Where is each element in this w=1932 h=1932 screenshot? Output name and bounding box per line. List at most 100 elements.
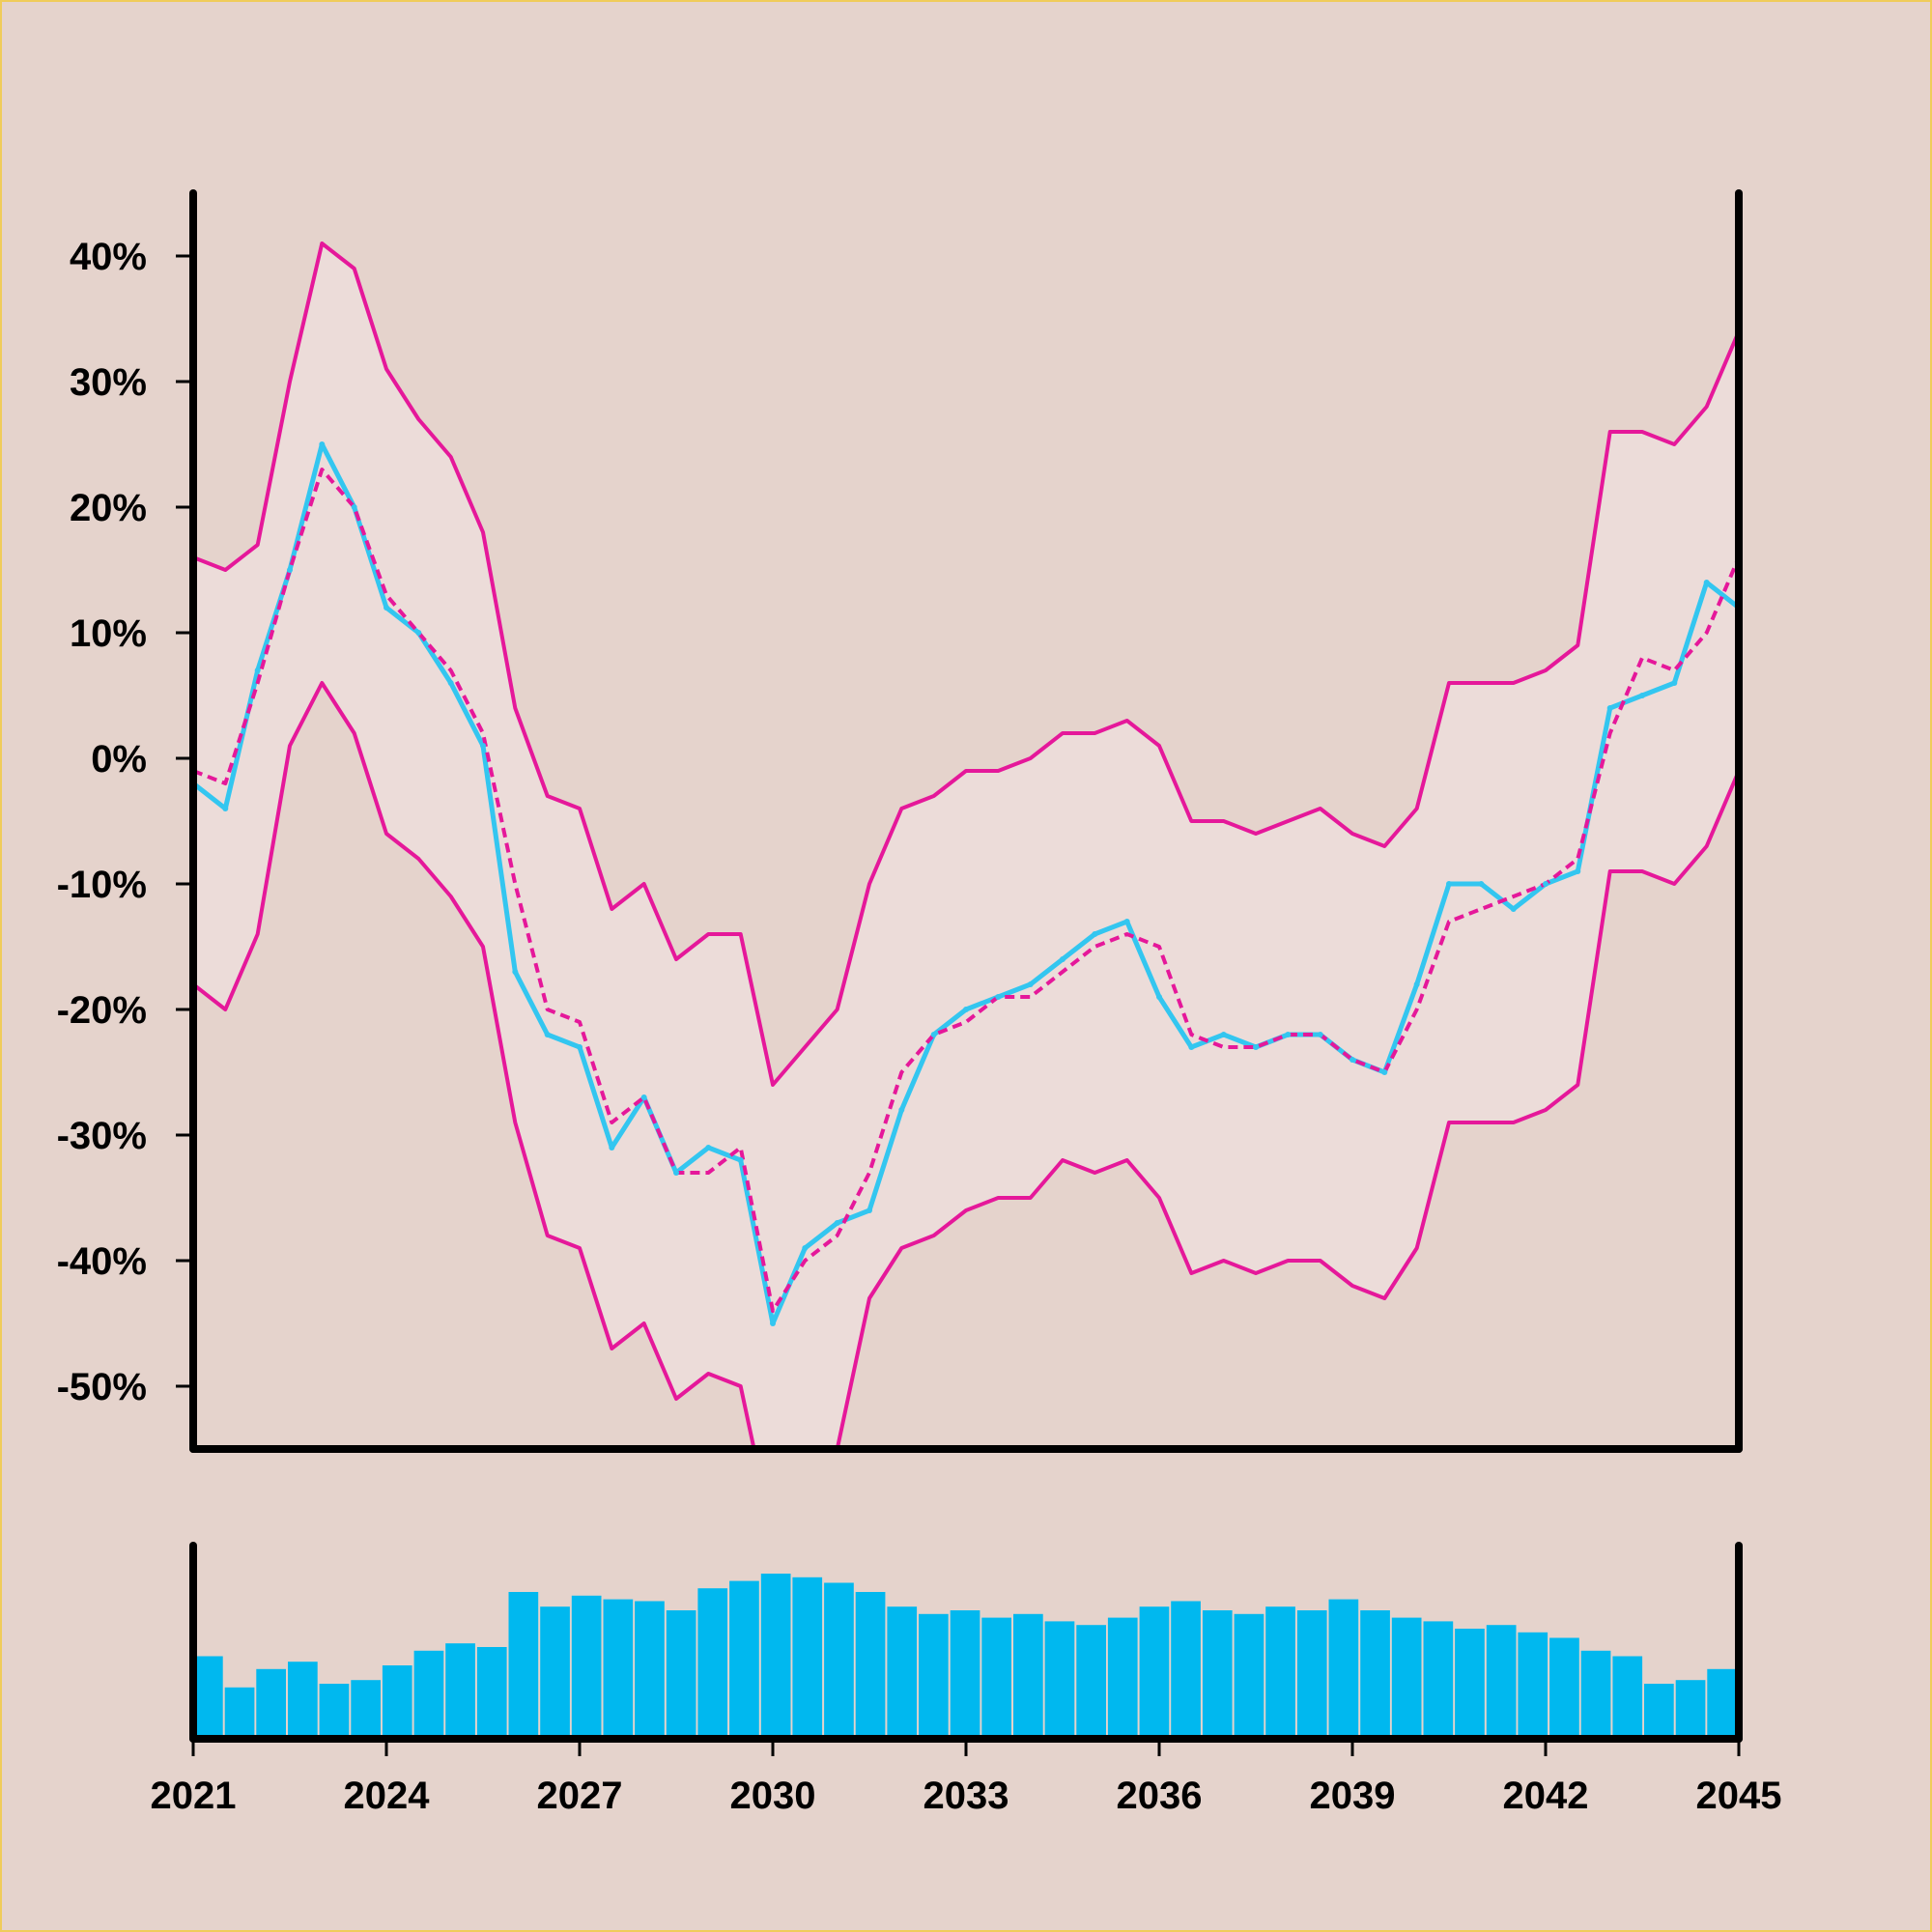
volume-bar (1391, 1617, 1422, 1739)
volume-bar (571, 1595, 602, 1739)
volume-bar (319, 1684, 350, 1739)
x-tick-label: 2024 (344, 1775, 431, 1817)
price-point (1092, 931, 1098, 937)
volume-bar (382, 1665, 412, 1739)
price-point (802, 1245, 809, 1251)
price-point (415, 630, 422, 636)
price-point (1317, 1032, 1323, 1037)
volume-bar (1328, 1599, 1359, 1739)
volume-bar (1044, 1621, 1075, 1739)
volume-bar (445, 1643, 475, 1739)
price-point (1510, 906, 1517, 912)
price-point (1253, 1044, 1259, 1050)
volume-bar (855, 1592, 886, 1739)
volume-bar (1580, 1650, 1611, 1739)
volume-bar (666, 1610, 696, 1739)
volume-bar (351, 1680, 381, 1739)
y-tick-label: -20% (57, 989, 147, 1032)
volume-bar (193, 1656, 223, 1739)
volume-bar (1265, 1606, 1295, 1739)
volume-bar (1013, 1613, 1043, 1739)
volume-bar (824, 1582, 854, 1739)
volume-bar (919, 1613, 949, 1739)
price-point (1156, 994, 1162, 1000)
price-point (1285, 1032, 1292, 1037)
y-tick-label: -40% (57, 1240, 147, 1283)
price-point (1060, 956, 1065, 962)
volume-bar (792, 1577, 823, 1739)
volume-bar (729, 1580, 759, 1739)
price-point (834, 1220, 840, 1226)
volume-bar (1707, 1668, 1737, 1739)
axes: 40% 30% 20% 10% 0% -10% -20% -30% -40% -50% 2021 20… (57, 189, 1782, 1817)
y-tick-label: 20% (70, 487, 147, 529)
price-point (1123, 919, 1130, 924)
volume-bar (1518, 1632, 1548, 1739)
price-point (319, 441, 326, 447)
volume-bar (1139, 1606, 1170, 1739)
volume-bar (1455, 1629, 1485, 1739)
price-point (1575, 868, 1581, 874)
volume-bar (1360, 1610, 1390, 1739)
y-tick-label: 0% (91, 738, 147, 781)
price-plot-area (193, 242, 1739, 1449)
price-point (447, 680, 454, 686)
volume-bar (1171, 1601, 1201, 1739)
x-tick-label: 2030 (730, 1775, 816, 1817)
price-point (351, 504, 357, 510)
volume-bar (697, 1588, 728, 1739)
volume-bar (413, 1650, 444, 1739)
price-point (930, 1032, 937, 1037)
y-tick-label: -10% (57, 864, 147, 906)
x-tick-label: 2027 (537, 1775, 623, 1817)
price-point (673, 1170, 679, 1176)
volume-bar (1549, 1637, 1579, 1739)
price-point (770, 1321, 776, 1326)
price-point (1639, 693, 1645, 698)
volume-bar (635, 1601, 665, 1739)
price-point (609, 1145, 615, 1151)
volume-bar (1612, 1656, 1643, 1739)
price-point (1350, 1057, 1355, 1063)
volume-bar (476, 1647, 507, 1739)
upper-band-line (193, 242, 1739, 1087)
volume-bar (950, 1610, 980, 1739)
price-point (995, 994, 1002, 1000)
price-point (1220, 1032, 1227, 1037)
volume-bar (760, 1574, 791, 1739)
price-point (867, 1208, 872, 1213)
volume-bar (1107, 1617, 1138, 1739)
price-point (898, 1107, 905, 1113)
price-point (222, 806, 229, 811)
price-point (512, 969, 519, 975)
volume-plot-area (193, 1574, 1737, 1739)
x-tick-label: 2021 (151, 1775, 237, 1817)
y-tick-label: -30% (57, 1115, 147, 1157)
x-tick-label: 2045 (1696, 1775, 1782, 1817)
price-point (384, 605, 389, 611)
price-point (963, 1007, 969, 1012)
price-point (1413, 981, 1420, 987)
moving-average-line (193, 468, 1739, 1313)
volume-bar (224, 1687, 255, 1739)
x-tick-label: 2039 (1310, 1775, 1396, 1817)
price-point (287, 567, 293, 573)
volume-bar (603, 1599, 634, 1739)
volume-bar (1296, 1610, 1327, 1739)
y-tick-label: -50% (57, 1366, 147, 1408)
price-point (1543, 881, 1548, 887)
price-point (254, 668, 261, 673)
band-fill (193, 243, 1739, 1449)
x-tick-label: 2042 (1503, 1775, 1589, 1817)
volume-bar (1423, 1621, 1454, 1739)
volume-bar (508, 1592, 539, 1739)
price-point (1671, 680, 1678, 686)
y-tick-label: 40% (70, 236, 147, 278)
volume-bar (1644, 1684, 1674, 1739)
volume-bar (1202, 1610, 1233, 1739)
price-point (1478, 881, 1485, 887)
volume-bar (1486, 1625, 1517, 1739)
price-point (640, 1094, 647, 1100)
